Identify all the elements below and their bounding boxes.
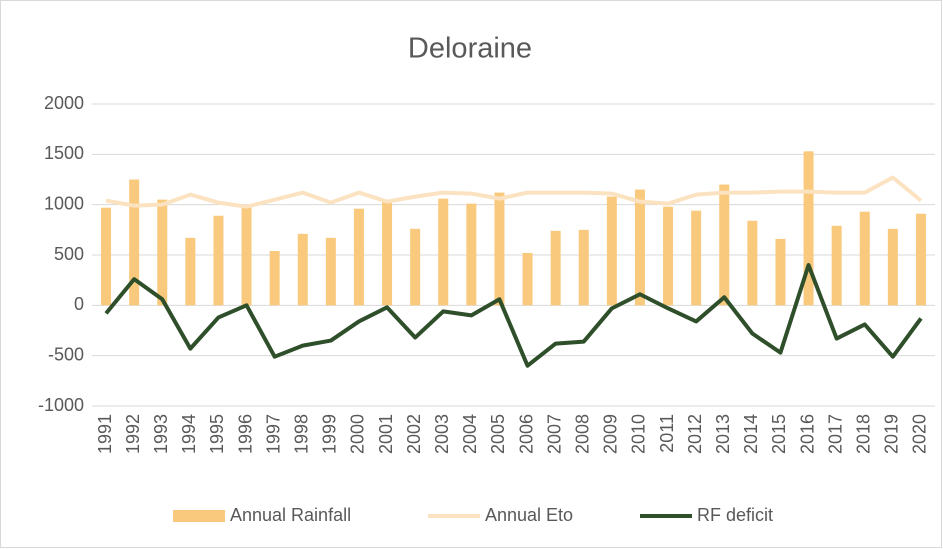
bar: [494, 192, 505, 306]
x-tick-label: 2005: [488, 414, 508, 454]
x-tick-label: 2019: [882, 414, 902, 454]
bar: [578, 229, 589, 306]
bar: [803, 151, 814, 306]
x-tick-label: 2009: [601, 414, 621, 454]
bar: [101, 207, 112, 306]
x-tick-label: 2011: [657, 414, 677, 453]
x-tick-label: 2020: [910, 414, 930, 454]
x-tick-label: 2018: [854, 414, 874, 454]
y-tick-label: 1000: [44, 193, 84, 213]
bar: [353, 208, 364, 306]
x-tick-label: 1997: [263, 414, 283, 454]
bar: [438, 198, 449, 306]
chart-title: Deloraine: [408, 33, 532, 65]
y-tick-label: 0: [74, 294, 84, 314]
x-tick-label: 2017: [825, 414, 845, 454]
x-tick-label: 2007: [544, 414, 564, 454]
bar: [466, 203, 477, 306]
x-tick-label: 1991: [95, 414, 115, 454]
bar: [775, 238, 786, 306]
x-tick-label: 2006: [516, 414, 536, 454]
x-tick-label: 2016: [797, 414, 817, 454]
x-tick-label: 1998: [292, 414, 312, 454]
bar: [241, 206, 252, 306]
x-tick-label: 2012: [685, 414, 705, 454]
legend-label: RF deficit: [697, 505, 773, 525]
x-tick-label: 2002: [404, 414, 424, 454]
x-tick-label: 2008: [573, 414, 593, 454]
bar: [831, 225, 842, 306]
bar: [410, 228, 421, 306]
bar: [522, 252, 533, 306]
x-tick-label: 2004: [460, 414, 480, 454]
bar: [129, 179, 140, 306]
x-tick-label: 2010: [629, 414, 649, 454]
x-tick-label: 1992: [123, 414, 143, 454]
bar: [859, 211, 870, 306]
line: [105, 175, 923, 209]
bar: [325, 237, 336, 306]
x-tick-label: 2000: [348, 414, 368, 454]
y-tick-label: 1500: [44, 143, 84, 163]
bar: [747, 220, 758, 306]
x-tick-label: 1995: [207, 414, 227, 454]
bar: [157, 199, 168, 306]
legend-label: Annual Rainfall: [230, 505, 351, 525]
bar: [663, 206, 674, 306]
x-tick-label: 2001: [376, 414, 396, 454]
y-tick-label: 500: [54, 244, 84, 264]
x-tick-label: 1994: [179, 414, 199, 454]
legend-label: Annual Eto: [485, 505, 573, 525]
x-tick-label: 2003: [432, 414, 452, 454]
bar: [185, 237, 196, 306]
bar: [915, 213, 926, 306]
bar: [213, 215, 224, 306]
legend-swatch: [173, 510, 225, 522]
bar: [550, 230, 561, 306]
bar: [297, 233, 308, 306]
bar: [269, 250, 280, 306]
y-tick-label: 2000: [44, 93, 84, 113]
x-tick-label: 2013: [713, 414, 733, 454]
bar: [606, 196, 617, 306]
bar: [634, 189, 645, 306]
bar: [887, 228, 898, 306]
bar: [382, 201, 393, 306]
x-tick-label: 2015: [769, 414, 789, 454]
x-tick-label: 1996: [235, 414, 255, 454]
x-tick-label: 2014: [741, 414, 761, 454]
y-tick-label: -500: [48, 344, 84, 364]
y-tick-label: -1000: [38, 395, 84, 415]
line: [104, 263, 923, 368]
bar: [691, 210, 702, 306]
x-tick-label: 1999: [320, 414, 340, 454]
x-tick-label: 1993: [151, 414, 171, 454]
bar: [719, 184, 730, 306]
